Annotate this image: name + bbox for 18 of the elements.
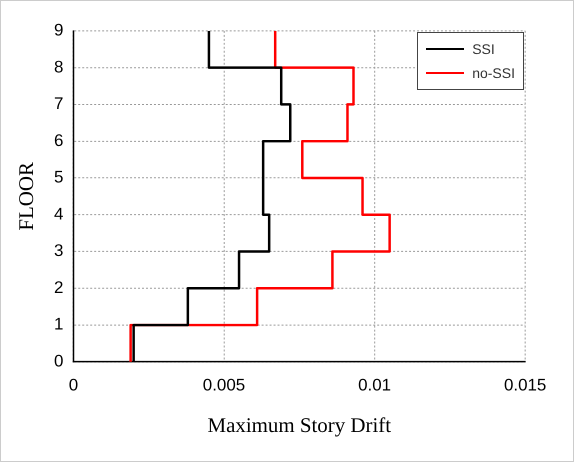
y-axis-title: FLOOR <box>14 162 38 231</box>
x-tick-label: 0.015 <box>504 376 546 395</box>
y-tick-label: 4 <box>54 204 64 224</box>
y-tick-label: 0 <box>54 352 64 370</box>
y-tick-label: 2 <box>54 278 64 297</box>
y-tick-label: 8 <box>54 57 64 76</box>
y-tick-label: 6 <box>54 130 64 150</box>
x-axis-title: Maximum Story Drift <box>207 413 392 438</box>
legend-label: no-SSI <box>472 65 515 81</box>
legend-label: SSI <box>472 41 495 57</box>
y-tick-label: 1 <box>54 314 64 334</box>
y-tick-label: 7 <box>54 94 64 114</box>
y-tick-label: 3 <box>54 241 64 260</box>
y-tick-label: 5 <box>54 168 64 187</box>
x-tick-label: 0.01 <box>358 376 392 395</box>
x-tick-label: 0 <box>68 376 78 395</box>
x-tick-label: 0.005 <box>202 376 246 395</box>
y-tick-label: 9 <box>54 20 64 40</box>
